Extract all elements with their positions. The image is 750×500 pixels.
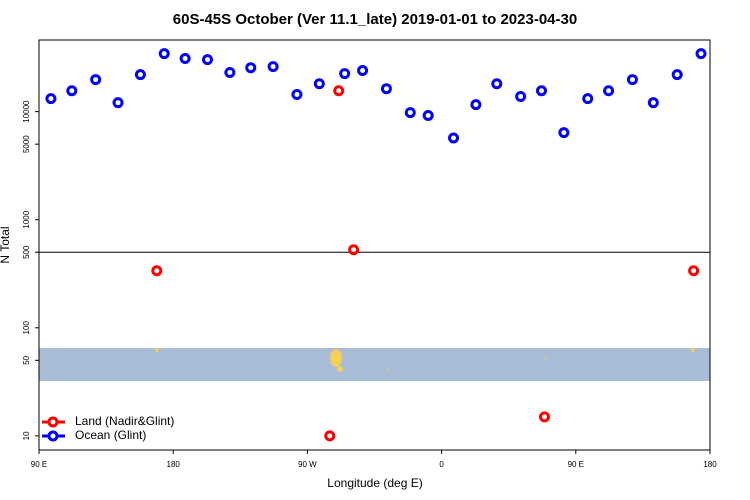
- point: [45, 93, 57, 105]
- x-tick-label: 90 E: [568, 460, 584, 469]
- point: [324, 430, 336, 442]
- point: [333, 85, 345, 97]
- map-strip: [39, 348, 710, 381]
- plot-frame: [38, 39, 711, 451]
- y-tick-label: 100: [22, 321, 31, 335]
- point: [603, 85, 615, 97]
- point: [201, 54, 213, 66]
- y-tick-label: 1000: [22, 210, 31, 228]
- x-tick-label: 90 W: [298, 460, 317, 469]
- y-tick-label: 5000: [22, 135, 31, 153]
- point: [448, 132, 460, 144]
- point: [582, 93, 594, 105]
- chart-title: 60S-45S October (Ver 11.1_late) 2019-01-…: [173, 11, 577, 28]
- point: [158, 48, 170, 60]
- point: [671, 69, 683, 81]
- point: [66, 85, 78, 97]
- point: [626, 74, 638, 86]
- point: [348, 244, 360, 256]
- point: [558, 127, 570, 139]
- point: [245, 62, 257, 74]
- legend-label: Ocean (Glint): [75, 428, 146, 442]
- point: [688, 265, 700, 277]
- y-tick-label: 10000: [22, 100, 31, 123]
- point: [404, 107, 416, 119]
- point: [491, 78, 503, 90]
- point: [179, 53, 191, 65]
- point: [151, 265, 163, 277]
- x-axis-label: Longitude (deg E): [327, 476, 422, 490]
- land-shapes: [155, 348, 695, 372]
- point: [112, 97, 124, 109]
- x-tick-label: 180: [167, 460, 181, 469]
- x-tick-label: 0: [439, 460, 444, 469]
- point: [90, 74, 102, 86]
- point: [291, 89, 303, 101]
- y-tick-label: 50: [22, 355, 31, 364]
- y-tick-label: 10: [22, 431, 31, 440]
- y-axis-label: N Total: [0, 226, 12, 263]
- point: [357, 65, 369, 77]
- x-tick-label: 180: [703, 460, 717, 469]
- point: [470, 99, 482, 111]
- point: [536, 85, 548, 97]
- legend-marker: [47, 416, 59, 428]
- point: [695, 48, 707, 60]
- point: [134, 69, 146, 81]
- point: [647, 97, 659, 109]
- point: [515, 91, 527, 103]
- legend-marker: [47, 430, 59, 442]
- point: [267, 61, 279, 73]
- x-tick-label: 90 E: [31, 460, 47, 469]
- point: [339, 68, 351, 80]
- point: [224, 67, 236, 79]
- y-tick-label: 500: [22, 245, 31, 259]
- point: [538, 411, 550, 423]
- point: [422, 110, 434, 122]
- legend-label: Land (Nadir&Glint): [75, 414, 174, 428]
- point: [380, 83, 392, 95]
- point: [313, 78, 325, 90]
